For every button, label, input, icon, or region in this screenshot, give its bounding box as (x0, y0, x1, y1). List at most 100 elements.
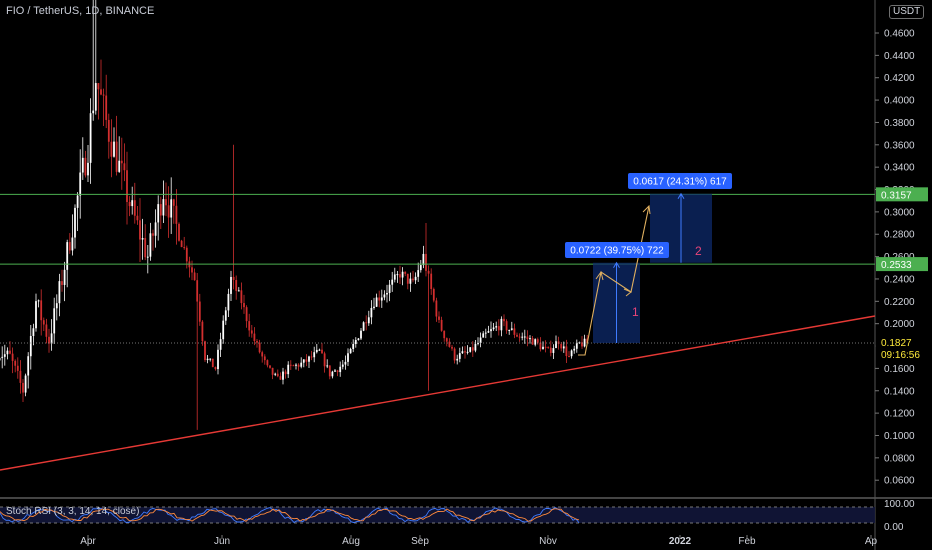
candle-body (81, 157, 84, 173)
candle-body (484, 332, 487, 334)
candle-body (354, 340, 357, 344)
candle-body (440, 319, 443, 331)
candle-body (529, 338, 531, 340)
candle-body (1, 356, 4, 358)
y-tick-label: 0.4600 (884, 29, 915, 40)
candle-body (131, 200, 134, 207)
box-number-2: 2 (695, 244, 702, 258)
y-tick-label: 0.1000 (884, 431, 915, 442)
candle-body (45, 324, 48, 337)
candle-body (503, 318, 505, 322)
candle-body (279, 376, 282, 380)
candle-body (331, 371, 334, 377)
last-price-label: 0.1827 (881, 338, 912, 349)
candle-body (469, 347, 472, 352)
candle-body (357, 338, 360, 341)
candle-body (84, 157, 87, 176)
candle-body (9, 350, 11, 354)
candle-body (71, 237, 74, 251)
candle-body (115, 141, 118, 172)
y-tick-label: 0.1600 (884, 364, 915, 375)
candle-body (97, 83, 100, 90)
candle-body (373, 306, 375, 308)
candle-body (175, 205, 178, 224)
candle-body (516, 334, 518, 337)
candle-body (136, 215, 139, 221)
candle-body (409, 278, 412, 284)
x-tick-label: Jun (214, 536, 230, 547)
candle-body (583, 338, 586, 347)
y-tick-label: 0.2800 (884, 230, 915, 241)
x-tick-label: Aug (342, 536, 360, 547)
last-price-bg (875, 334, 929, 363)
candle-body (14, 360, 17, 366)
candle-body (570, 350, 573, 357)
candle-body (536, 339, 539, 343)
candle-body (250, 330, 253, 334)
candle-body (497, 326, 500, 331)
candle-body (144, 238, 147, 258)
candle-body (191, 267, 193, 273)
candle-body (474, 344, 477, 351)
projection-arrowhead (623, 288, 632, 297)
candle-body (427, 270, 430, 274)
candle-body (302, 359, 305, 363)
candle-body (573, 348, 576, 351)
candle-body (110, 141, 113, 157)
candle-body (183, 247, 186, 249)
candle-body (297, 364, 300, 367)
y-tick-label: 0.3600 (884, 140, 915, 151)
candle-body (313, 352, 316, 358)
candle-body (50, 333, 53, 344)
candle-body (378, 297, 381, 301)
candle-body (466, 351, 469, 353)
x-tick-label: Apr (80, 536, 96, 547)
candle-body (240, 290, 243, 304)
candle-body (154, 222, 157, 236)
candle-body (521, 336, 524, 338)
candle-body (61, 281, 63, 285)
candle-body (157, 204, 160, 223)
candle-body (360, 330, 362, 339)
horizontal-levels (0, 193, 875, 344)
candle-body (289, 364, 292, 366)
time-axis[interactable]: Apr Jun Aug Sep Nov 2022 Feb Ap (80, 535, 878, 547)
candle-body (422, 253, 425, 266)
candle-body (198, 301, 201, 322)
candle-body (568, 356, 570, 358)
candle-body (300, 362, 303, 367)
candle-body (271, 367, 274, 375)
candle-body (308, 356, 310, 362)
candle-body (547, 346, 550, 348)
candle-body (263, 356, 266, 361)
currency-badge[interactable]: USDT (889, 5, 925, 19)
candle-body (193, 272, 196, 281)
candle-body (581, 342, 583, 347)
indicator-label[interactable]: Stoch RSI (3, 3, 14, 14, close) (6, 506, 140, 517)
y-tick-label: 0.4200 (884, 73, 915, 84)
candle-body (258, 342, 261, 353)
candle-body (414, 276, 417, 281)
level-price-lower: 0.2533 (881, 260, 912, 271)
y-tick-label: 0.3400 (884, 163, 915, 174)
candle-body (245, 307, 248, 322)
projection-arrowhead (642, 204, 651, 215)
projection-arrowhead (595, 270, 604, 281)
candle-body (365, 322, 368, 324)
y-tick-label: 0.0800 (884, 453, 915, 464)
x-tick-label: Nov (539, 536, 557, 547)
candle-body (380, 297, 383, 301)
candle-body (539, 342, 542, 350)
candle-body (443, 330, 446, 339)
candle-body (196, 280, 199, 302)
candle-body (248, 321, 251, 331)
candle-body (274, 373, 277, 375)
candle-body (534, 339, 537, 345)
candle-body (417, 270, 420, 277)
candle-body (100, 89, 102, 95)
y-tick-label: 0.2400 (884, 274, 915, 285)
trendline (0, 315, 876, 471)
